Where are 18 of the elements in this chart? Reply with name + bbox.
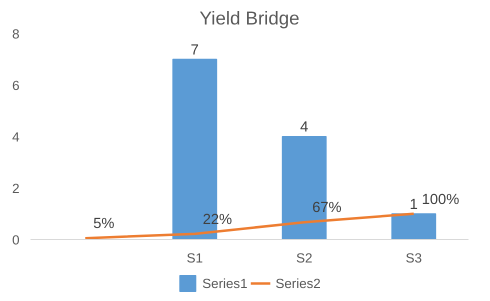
y-tick-label: 2 (12, 181, 20, 196)
data-label: 1 (410, 196, 418, 213)
chart-title: Yield Bridge (200, 8, 300, 28)
legend-label: Series2 (276, 276, 321, 290)
y-tick-label: 0 (12, 232, 20, 248)
data-label: 4 (300, 120, 308, 136)
x-tick-label: S2 (296, 250, 312, 266)
legend-label: Series1 (202, 276, 248, 290)
x-tick-label: S1 (186, 250, 203, 266)
bar (391, 213, 436, 240)
y-tick-label: 4 (12, 130, 20, 144)
data-label: 5% (93, 216, 114, 232)
data-label: 100% (422, 192, 460, 208)
y-tick-label: 8 (12, 26, 20, 42)
line-series (84, 212, 415, 240)
data-label: 7 (190, 42, 199, 58)
x-tick-label: S3 (406, 250, 422, 266)
y-tick-label: 6 (12, 78, 20, 93)
